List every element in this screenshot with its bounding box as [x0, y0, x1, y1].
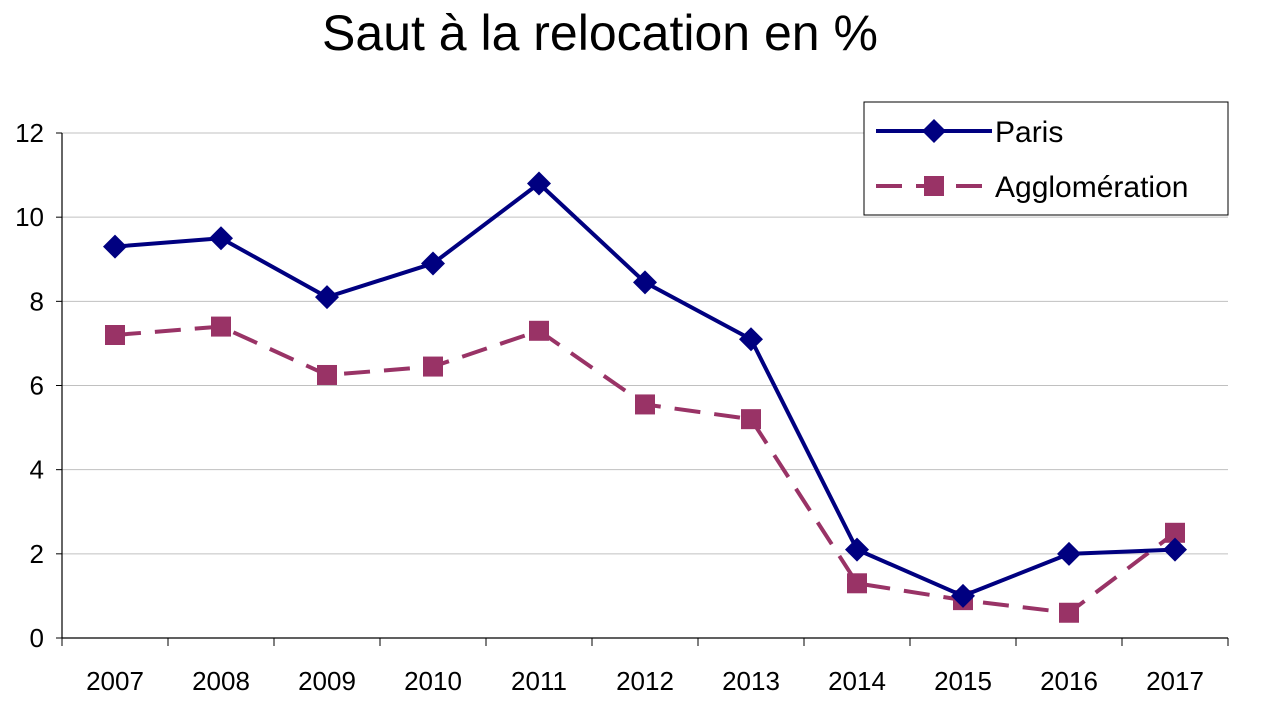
x-tick-label: 2008 — [192, 666, 250, 696]
series-paris — [103, 171, 1187, 608]
legend-marker — [924, 176, 944, 196]
data-point — [105, 325, 125, 345]
x-tick-label: 2016 — [1040, 666, 1098, 696]
series-layer — [103, 171, 1187, 623]
data-point — [421, 251, 445, 276]
data-point — [209, 226, 233, 251]
y-tick-label: 4 — [30, 455, 44, 485]
data-point — [741, 409, 761, 430]
x-tick-label: 2014 — [828, 666, 886, 696]
data-point — [633, 270, 657, 295]
y-tick-label: 2 — [30, 539, 44, 569]
data-point — [315, 285, 339, 310]
legend-label: Agglomération — [995, 171, 1188, 204]
x-tick-label: 2012 — [616, 666, 674, 696]
data-point — [845, 537, 869, 562]
data-point — [527, 171, 551, 196]
data-point — [1165, 522, 1185, 543]
legend-box — [863, 101, 1229, 216]
x-tick-label: 2015 — [934, 666, 992, 696]
data-point — [739, 327, 763, 352]
y-tick-label: 6 — [30, 371, 44, 401]
x-tick-label: 2017 — [1146, 666, 1204, 696]
y-tick-labels: 0 2 4 6 8 10 12 — [15, 118, 44, 653]
data-point — [1163, 537, 1187, 562]
x-tick-label: 2013 — [722, 666, 780, 696]
legend-label: Paris — [995, 116, 1063, 149]
y-tick-label: 8 — [30, 286, 44, 316]
data-point — [1059, 602, 1079, 623]
x-tick-label: 2010 — [404, 666, 462, 696]
legend-marker — [922, 119, 946, 143]
data-point — [635, 394, 655, 415]
x-tick-label: 2007 — [86, 666, 144, 696]
data-point — [1057, 541, 1081, 566]
chart-title: Saut à la relocation en % — [322, 5, 878, 61]
axes — [56, 132, 1229, 646]
x-tick-label: 2011 — [511, 666, 567, 696]
series-line — [114, 181, 1176, 598]
x-tick-labels: 2007 2008 2009 2010 2011 2012 2013 2014 2015 2016… — [86, 666, 1204, 696]
data-point — [423, 356, 443, 377]
x-tick-label: 2009 — [298, 666, 356, 696]
data-point — [951, 583, 975, 608]
data-point — [211, 316, 231, 337]
y-tick-label: 12 — [15, 118, 44, 148]
data-point — [317, 364, 337, 385]
data-point — [847, 573, 867, 594]
data-point — [529, 320, 549, 341]
legend: Paris Agglomération — [863, 101, 1229, 216]
y-tick-label: 10 — [15, 202, 44, 232]
data-point — [103, 234, 127, 259]
y-tick-label: 0 — [30, 623, 44, 653]
